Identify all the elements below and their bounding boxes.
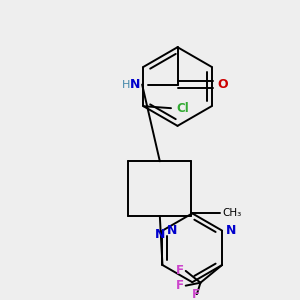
Text: Cl: Cl bbox=[176, 102, 189, 115]
Text: F: F bbox=[191, 288, 200, 300]
Text: F: F bbox=[176, 264, 184, 278]
Text: N: N bbox=[130, 78, 140, 91]
Text: H: H bbox=[122, 80, 130, 90]
Text: N: N bbox=[167, 224, 177, 237]
Text: F: F bbox=[176, 279, 184, 292]
Text: CH₃: CH₃ bbox=[223, 208, 242, 218]
Text: N: N bbox=[154, 228, 165, 241]
Text: N: N bbox=[226, 224, 236, 237]
Text: O: O bbox=[218, 78, 229, 91]
